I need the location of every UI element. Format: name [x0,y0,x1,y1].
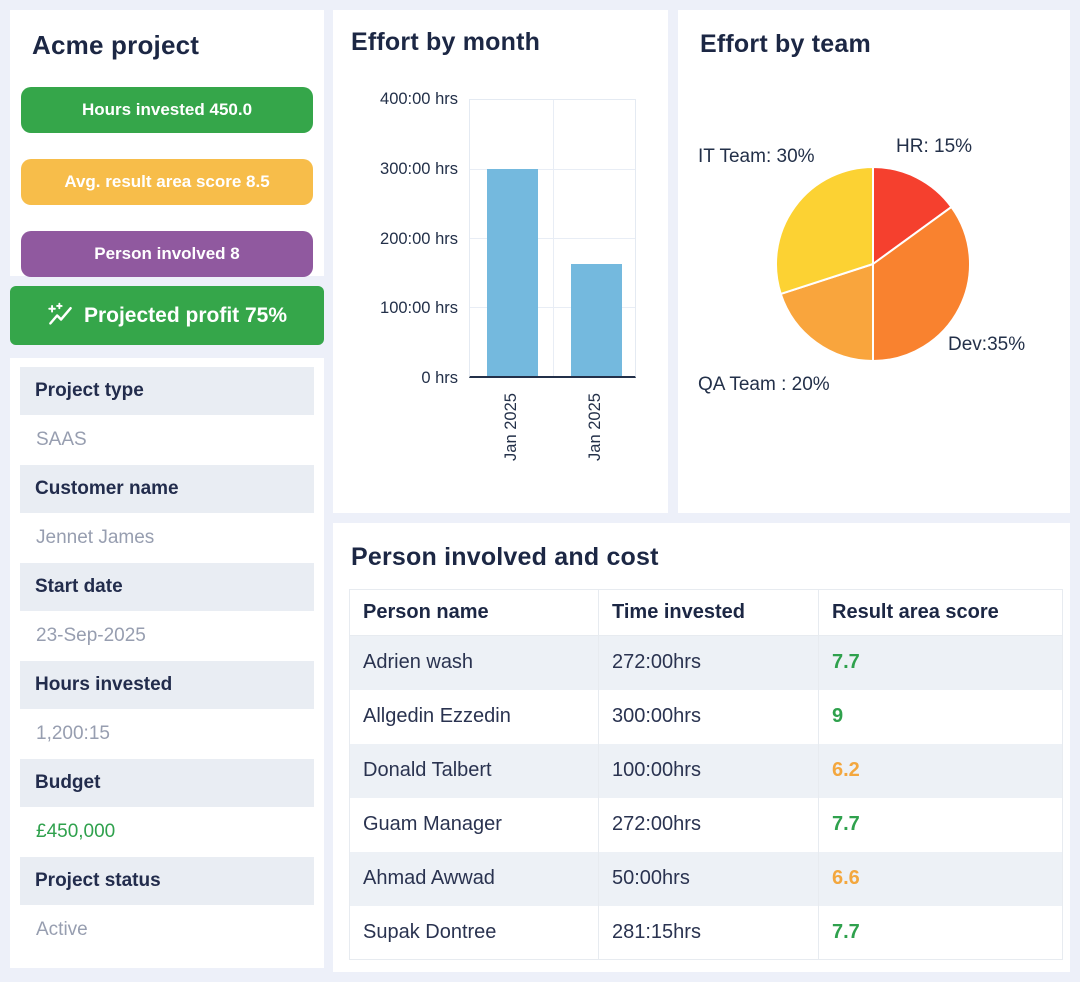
field-label-customer-name: Customer name [20,465,314,513]
cell-person-name: Guam Manager [349,797,599,852]
x-label-jan-2025-b: Jan 2025 [586,393,604,461]
project-title: Acme project [32,30,200,60]
bar-jan-2025-a[interactable] [487,169,538,376]
cell-score: 7.7 [818,797,1063,852]
field-value-project-status: Active [36,919,88,940]
field-value-budget: £450,000 [36,821,116,842]
cell-time-invested: 272:00hrs [598,797,819,852]
cell-score: 7.7 [818,635,1063,690]
pie-label-hr: HR: 15% [896,136,973,157]
pie-slice-dev[interactable] [872,205,971,362]
table-row: Ahmad Awwad 50:00hrs 6.6 [349,851,1063,906]
cell-time-invested: 281:15hrs [598,905,819,960]
field-value-customer-name: Jennet James [36,527,155,548]
col-header-person-name: Person name [349,589,599,636]
projected-profit-label: Projected profit 75% [83,303,288,327]
table-row: Guam Manager 272:00hrs 7.7 [349,797,1063,852]
cell-score: 9 [818,689,1063,744]
pie-label-qa-team: QA Team : 20% [698,374,830,395]
y-tick-400: 400:00 hrs [380,90,458,108]
auto-graph-icon [47,302,74,329]
cell-person-name: Supak Dontree [349,905,599,960]
field-label-project-type: Project type [20,367,314,415]
cell-person-name: Donald Talbert [349,743,599,798]
y-tick-200: 200:00 hrs [380,229,458,248]
cell-time-invested: 100:00hrs [598,743,819,798]
table-row: Supak Dontree 281:15hrs 7.7 [349,905,1063,960]
field-label-start-date: Start date [20,563,314,611]
cell-time-invested: 272:00hrs [598,635,819,690]
cell-person-name: Ahmad Awwad [349,851,599,906]
bar-jan-2025-b[interactable] [571,263,622,376]
effort-by-month-card: Effort by month 400:00 hrs 300:00 hrs 20… [333,10,668,513]
col-header-result-area-score: Result area score [818,589,1063,636]
cell-time-invested: 300:00hrs [598,689,819,744]
field-label-project-status: Project status [20,857,314,905]
field-value-hours-invested: 1,200:15 [36,723,110,744]
project-details-card: Project type SAAS Customer name Jennet J… [10,358,324,968]
person-involved-cost-title: Person involved and cost [351,543,659,571]
person-involved-badge: Person involved 8 [21,231,313,277]
projected-profit-banner: Projected profit 75% [10,286,324,345]
cell-person-name: Allgedin Ezzedin [349,689,599,744]
y-tick-100: 100:00 hrs [380,299,458,317]
pie-slice-hr[interactable] [872,166,953,265]
effort-by-team-title: Effort by team [700,30,871,58]
field-label-budget: Budget [20,759,314,807]
cell-person-name: Adrien wash [349,635,599,690]
pie-chart [775,166,971,362]
field-value-project-type: SAAS [36,429,87,450]
col-header-time-invested: Time invested [598,589,819,636]
cell-score: 6.2 [818,743,1063,798]
hours-invested-badge: Hours invested 450.0 [21,87,313,133]
project-summary-card: Acme project Hours invested 450.0 Avg. r… [10,10,324,277]
table-row: Adrien wash 272:00hrs 7.7 [349,635,1063,690]
field-label-hours-invested: Hours invested [20,661,314,709]
bar-chart-plot-area [469,99,636,378]
table-header-row: Person name Time invested Result area sc… [349,589,1063,636]
y-tick-0: 0 hrs [421,369,458,387]
cell-score: 6.6 [818,851,1063,906]
field-value-start-date: 23-Sep-2025 [36,625,146,646]
table-row: Donald Talbert 100:00hrs 6.2 [349,743,1063,798]
y-tick-300: 300:00 hrs [380,159,458,178]
x-label-jan-2025-a: Jan 2025 [502,393,520,461]
pie-slice-qa-team[interactable] [779,263,874,362]
people-table: Person name Time invested Result area sc… [349,589,1063,960]
table-row: Allgedin Ezzedin 300:00hrs 9 [349,689,1063,744]
cell-time-invested: 50:00hrs [598,851,819,906]
pie-slice-it-team[interactable] [775,166,874,295]
pie-label-dev: Dev:35% [948,334,1026,355]
cell-score: 7.7 [818,905,1063,960]
effort-by-month-title: Effort by month [351,28,541,56]
pie-label-it-team: IT Team: 30% [698,146,815,167]
gridline-vertical [552,100,554,376]
person-involved-cost-card: Person involved and cost Person name Tim… [333,523,1070,972]
avg-score-badge: Avg. result area score 8.5 [21,159,313,205]
effort-by-team-card: Effort by team IT Team: 30% HR: 15% Dev:… [678,10,1070,513]
